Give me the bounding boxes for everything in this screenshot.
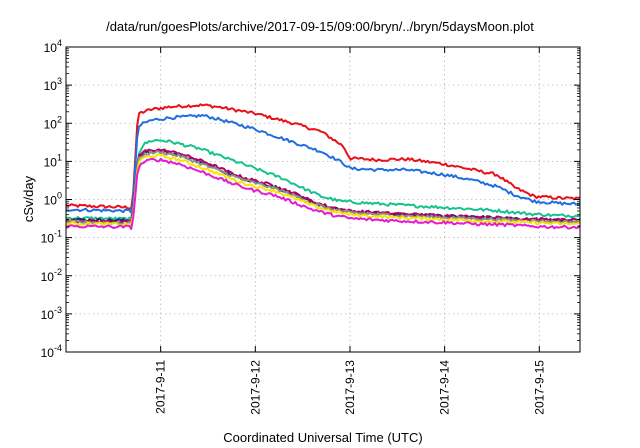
y-tick-base: 10 [44, 194, 58, 208]
y-tick-label: 10-3 [41, 305, 62, 322]
y-tick-base: 10 [44, 79, 58, 93]
x-axis-tick-labels: 2017-9-11 2017-9-12 2017-9-13 2017-9-14 2017… [154, 360, 547, 415]
y-tick-base: 10 [41, 270, 55, 284]
series-line-1 [65, 103, 581, 210]
y-tick-base: 10 [41, 308, 55, 322]
y-tick-label: 101 [44, 152, 62, 169]
y-tick-base: 10 [44, 155, 58, 169]
y-tick-label: 100 [44, 191, 62, 208]
x-axis-label: Coordinated Universal Time (UTC) [223, 430, 422, 445]
y-tick-exponent: -1 [54, 229, 62, 239]
y-tick-base: 10 [41, 346, 55, 360]
y-tick-exponent: 2 [57, 114, 62, 124]
y-axis-label: cSv/day [21, 175, 36, 222]
series-line-3 [65, 139, 581, 222]
x-tick-label: 2017-9-12 [248, 360, 262, 415]
x-tick-label: 2017-9-15 [532, 360, 546, 415]
series-line-6 [65, 150, 581, 226]
plot-area [65, 103, 581, 230]
y-tick-label: 10-4 [41, 343, 62, 360]
axis-ticks [66, 46, 580, 353]
y-tick-exponent: -2 [54, 267, 62, 277]
y-tick-label: 10-1 [41, 229, 62, 246]
chart-title: /data/run/goesPlots/archive/2017-09-15/0… [106, 19, 534, 34]
series-line-2 [65, 114, 581, 214]
grid [66, 47, 580, 352]
series-line-8 [65, 157, 581, 230]
y-tick-base: 10 [41, 232, 55, 246]
y-tick-label: 103 [44, 76, 62, 93]
y-tick-exponent: 0 [57, 191, 62, 201]
x-tick-label: 2017-9-11 [154, 360, 168, 414]
y-tick-base: 10 [44, 117, 58, 131]
y-tick-exponent: -3 [54, 305, 62, 315]
y-tick-base: 10 [44, 41, 58, 55]
y-tick-exponent: 1 [57, 152, 62, 162]
y-tick-label: 102 [44, 114, 62, 131]
y-tick-label: 10-2 [41, 267, 62, 284]
y-tick-label: 104 [44, 38, 62, 55]
y-tick-exponent: 3 [57, 76, 62, 86]
x-tick-label: 2017-9-13 [343, 360, 357, 415]
x-tick-label: 2017-9-14 [438, 360, 452, 415]
y-tick-exponent: -4 [54, 343, 62, 353]
y-tick-exponent: 4 [57, 38, 62, 48]
